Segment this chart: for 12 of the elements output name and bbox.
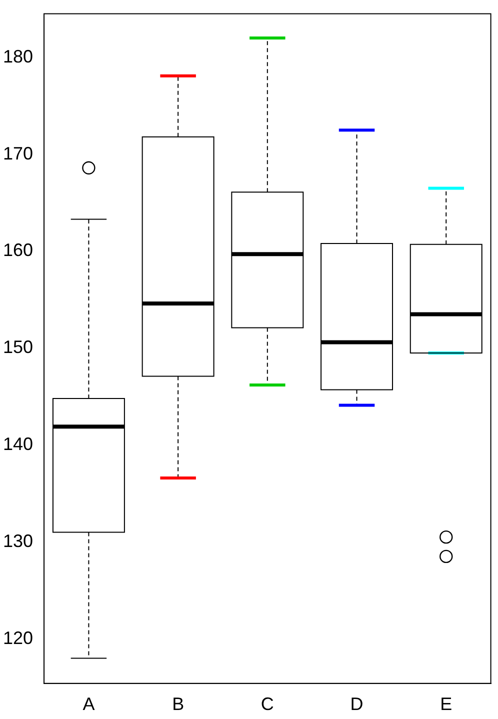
y-tick-label: 130	[2, 530, 34, 551]
x-tick-label: A	[82, 694, 95, 714]
x-tick-label: E	[440, 694, 452, 714]
y-tick-label: 120	[2, 628, 34, 648]
x-tick-label: C	[260, 694, 274, 714]
y-tick-label: 180	[2, 46, 34, 66]
y-tick-label: 160	[2, 240, 34, 260]
x-tick-label: B	[172, 694, 184, 714]
y-tick-label: 140	[2, 434, 34, 454]
y-tick-label: 170	[2, 143, 34, 164]
x-tick-label: D	[350, 694, 364, 714]
y-tick-label: 150	[2, 337, 34, 358]
